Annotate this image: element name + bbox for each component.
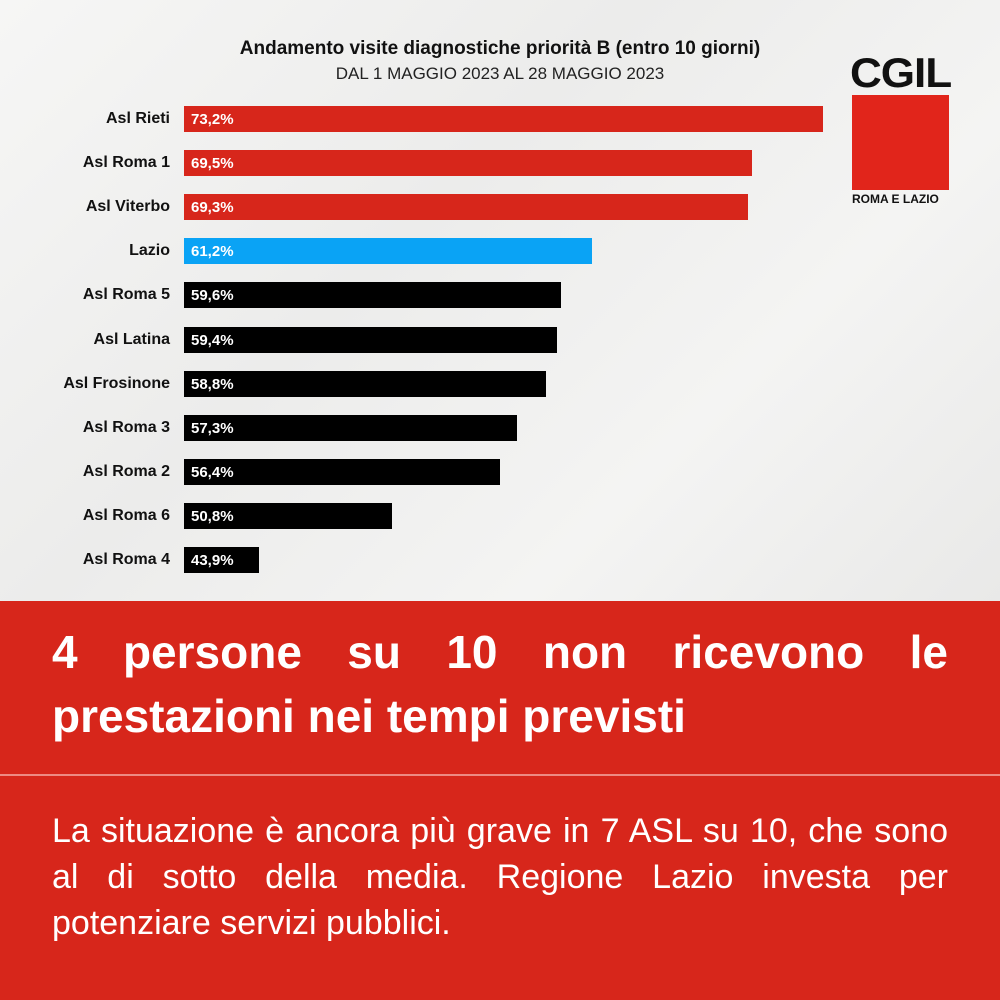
cgil-logo-subtext: ROMA E LAZIO — [852, 192, 939, 206]
category-label: Asl Roma 6 — [82, 506, 170, 524]
category-label: Asl Roma 4 — [82, 551, 170, 568]
bar — [184, 150, 752, 177]
category-label: Lazio — [129, 242, 170, 260]
category-label: Asl Roma 5 — [82, 286, 170, 304]
data-label: 43,9% — [191, 552, 234, 569]
bar — [184, 106, 824, 132]
bar — [184, 414, 518, 441]
chart-title: Andamento visite diagnostiche priorità B… — [239, 38, 761, 59]
bar — [184, 326, 558, 353]
bar — [184, 547, 260, 573]
chart-subtitle: DAL 1 MAGGIO 2023 AL 28 MAGGIO 2023 — [335, 64, 665, 83]
data-label: 61,2% — [191, 243, 234, 261]
bar — [184, 370, 546, 397]
cgil-logo-text: CGIL — [850, 49, 952, 96]
bar — [184, 502, 392, 529]
category-label: Asl Roma 1 — [82, 154, 170, 172]
data-label: 57,3% — [191, 419, 234, 437]
data-label: 69,3% — [191, 199, 234, 217]
data-label: 58,8% — [191, 375, 234, 393]
bar — [184, 458, 500, 485]
data-label: 69,5% — [191, 155, 234, 173]
bar — [184, 238, 593, 265]
data-label: 73,2% — [191, 111, 234, 128]
data-label: 50,8% — [191, 507, 234, 525]
category-label: Asl Viterbo — [85, 198, 170, 216]
data-label: 59,6% — [191, 287, 234, 305]
message-band — [0, 601, 1000, 1000]
data-label: 56,4% — [191, 463, 234, 481]
category-label: Asl Frosinone — [63, 374, 170, 392]
category-label: Asl Rieti — [105, 110, 170, 127]
bar — [184, 282, 562, 309]
headline: 4 persone su 10 non ricevono le prestazi… — [52, 626, 948, 742]
category-label: Asl Roma 3 — [82, 418, 170, 436]
divider — [0, 774, 1000, 776]
cgil-logo-square — [852, 95, 949, 190]
bar — [184, 194, 749, 221]
category-label: Asl Latina — [93, 330, 170, 348]
data-label: 59,4% — [191, 331, 234, 349]
body-text: La situazione è ancora più grave in 7 AS… — [52, 812, 948, 942]
category-label: Asl Roma 2 — [82, 462, 170, 480]
